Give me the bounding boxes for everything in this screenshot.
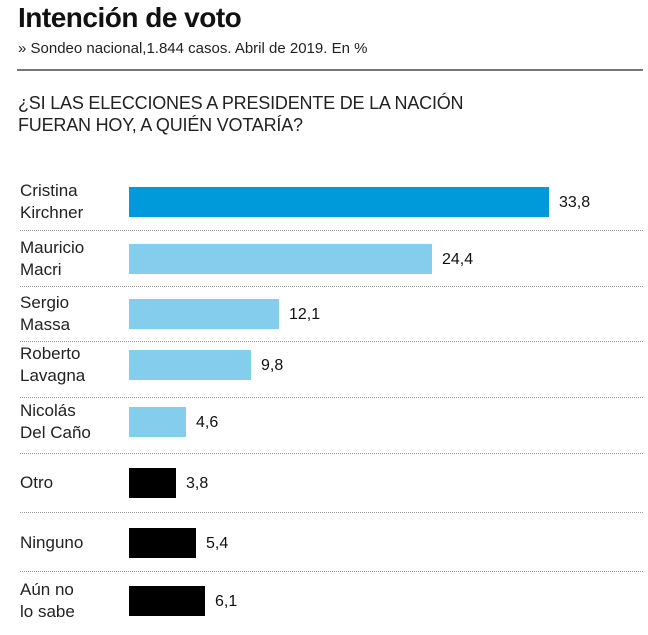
row-separator (20, 230, 643, 231)
bar-6 (129, 528, 196, 558)
category-label-line: Sergio (20, 293, 70, 312)
bar-5 (129, 468, 176, 498)
value-label: 6,1 (215, 593, 238, 610)
category-label-line: Ninguno (20, 533, 84, 552)
row-separator (20, 512, 643, 513)
value-label: 4,6 (196, 414, 219, 431)
bar-2 (129, 299, 279, 329)
question-line-2: FUERAN HOY, A QUIÉN VOTARÍA? (18, 115, 303, 135)
bar-3 (129, 350, 251, 380)
category-label: Aún no lo sabe (20, 579, 75, 623)
category-label: Otro (20, 472, 53, 494)
category-label: Cristina Kirchner (20, 180, 83, 224)
category-label: Nicolás Del Caño (20, 400, 91, 444)
category-label-line: Mauricio (20, 238, 85, 257)
row-separator (20, 571, 643, 572)
value-label: 33,8 (559, 194, 591, 211)
value-label: 5,4 (206, 535, 229, 552)
row-separator (20, 341, 643, 342)
category-label-line: Massa (20, 315, 71, 334)
category-label: Sergio Massa (20, 292, 70, 336)
row-separator (20, 286, 643, 287)
category-label-line: Roberto (20, 344, 81, 363)
value-label: 24,4 (442, 251, 474, 268)
category-label-line: lo sabe (20, 602, 75, 621)
category-label-line: Cristina (20, 181, 78, 200)
header-divider (17, 69, 643, 71)
bar-7 (129, 586, 205, 616)
value-label: 9,8 (261, 357, 284, 374)
category-label-line: Otro (20, 473, 54, 492)
question-line-1: ¿SI LAS ELECCIONES A PRESIDENTE DE LA NA… (18, 93, 464, 113)
bar-4 (129, 407, 186, 437)
category-label-line: Lavagna (20, 366, 86, 385)
category-label-line: Del Caño (20, 423, 91, 442)
category-label-line: Macri (20, 260, 62, 279)
bar-0 (129, 187, 549, 217)
category-label-line: Nicolás (20, 401, 76, 420)
bar-1 (129, 244, 432, 274)
value-label: 3,8 (186, 475, 209, 492)
category-label: Ninguno (20, 532, 83, 554)
category-label: Mauricio Macri (20, 237, 84, 281)
row-separator (20, 397, 643, 398)
category-label-line: Kirchner (20, 203, 84, 222)
survey-question: ¿SI LAS ELECCIONES A PRESIDENTE DE LA NA… (18, 92, 464, 136)
category-label-line: Aún no (20, 580, 74, 599)
chart-subtitle: » Sondeo nacional,1.844 casos. Abril de … (18, 40, 368, 57)
row-separator (20, 453, 643, 454)
value-label: 12,1 (289, 306, 321, 323)
category-label: Roberto Lavagna (20, 343, 85, 387)
chart-title: Intención de voto (18, 2, 242, 33)
